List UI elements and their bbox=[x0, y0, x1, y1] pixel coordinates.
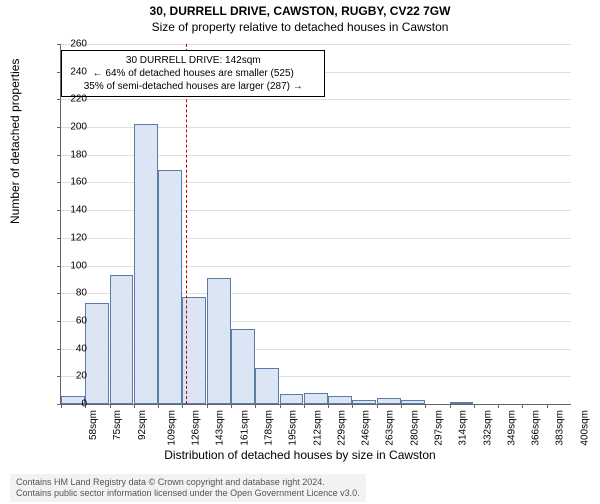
xtick-mark bbox=[110, 404, 111, 408]
ytick-label: 220 bbox=[57, 94, 87, 105]
gridline bbox=[61, 44, 571, 45]
xtick-mark bbox=[182, 404, 183, 408]
xtick-label: 349sqm bbox=[506, 410, 517, 446]
ytick-label: 140 bbox=[57, 205, 87, 216]
histogram-bar bbox=[85, 303, 109, 404]
histogram-bar bbox=[304, 393, 328, 404]
ytick-label: 80 bbox=[57, 288, 87, 299]
chart-title-main: 30, DURRELL DRIVE, CAWSTON, RUGBY, CV22 … bbox=[0, 4, 600, 18]
xtick-label: 400sqm bbox=[579, 410, 590, 446]
xtick-label: 58sqm bbox=[88, 410, 99, 440]
ytick-label: 180 bbox=[57, 149, 87, 160]
histogram-bar bbox=[110, 275, 134, 404]
histogram-bar bbox=[207, 278, 231, 404]
x-axis-label: Distribution of detached houses by size … bbox=[0, 448, 600, 462]
xtick-mark bbox=[401, 404, 402, 408]
xtick-label: 263sqm bbox=[385, 410, 396, 446]
xtick-label: 366sqm bbox=[531, 410, 542, 446]
xtick-label: 92sqm bbox=[137, 410, 148, 440]
xtick-label: 280sqm bbox=[409, 410, 420, 446]
xtick-mark bbox=[450, 404, 451, 408]
xtick-label: 314sqm bbox=[458, 410, 469, 446]
xtick-label: 109sqm bbox=[166, 410, 177, 446]
ytick-label: 120 bbox=[57, 232, 87, 243]
ytick-label: 240 bbox=[57, 66, 87, 77]
xtick-mark bbox=[522, 404, 523, 408]
ytick-label: 0 bbox=[57, 399, 87, 410]
xtick-label: 143sqm bbox=[215, 410, 226, 446]
annotation-line-3: 35% of semi-detached houses are larger (… bbox=[68, 80, 318, 93]
xtick-label: 178sqm bbox=[264, 410, 275, 446]
xtick-label: 383sqm bbox=[555, 410, 566, 446]
histogram-bar bbox=[401, 400, 425, 404]
gridline bbox=[61, 99, 571, 100]
xtick-mark bbox=[158, 404, 159, 408]
ytick-label: 260 bbox=[57, 39, 87, 50]
histogram-bar bbox=[231, 329, 255, 404]
footer-attribution: Contains HM Land Registry data © Crown c… bbox=[10, 474, 366, 502]
xtick-label: 212sqm bbox=[312, 410, 323, 446]
ytick-label: 60 bbox=[57, 315, 87, 326]
xtick-mark bbox=[280, 404, 281, 408]
xtick-mark bbox=[498, 404, 499, 408]
xtick-label: 229sqm bbox=[336, 410, 347, 446]
xtick-mark bbox=[425, 404, 426, 408]
histogram-bar bbox=[134, 124, 158, 404]
histogram-bar bbox=[280, 394, 304, 404]
xtick-mark bbox=[134, 404, 135, 408]
ytick-label: 40 bbox=[57, 343, 87, 354]
xtick-mark bbox=[207, 404, 208, 408]
histogram-bar bbox=[158, 170, 182, 404]
ytick-label: 100 bbox=[57, 260, 87, 271]
reference-line bbox=[186, 44, 187, 404]
histogram-bar bbox=[450, 402, 474, 404]
footer-line-1: Contains HM Land Registry data © Crown c… bbox=[16, 477, 360, 488]
xtick-label: 332sqm bbox=[482, 410, 493, 446]
xtick-label: 126sqm bbox=[191, 410, 202, 446]
histogram-bar bbox=[255, 368, 279, 404]
histogram-bar bbox=[377, 398, 401, 404]
chart-plot-area: 58sqm75sqm92sqm109sqm126sqm143sqm161sqm1… bbox=[60, 44, 571, 405]
xtick-mark bbox=[304, 404, 305, 408]
xtick-mark bbox=[231, 404, 232, 408]
xtick-label: 161sqm bbox=[239, 410, 250, 446]
ytick-label: 200 bbox=[57, 122, 87, 133]
annotation-box: 30 DURRELL DRIVE: 142sqm ← 64% of detach… bbox=[61, 50, 325, 97]
xtick-mark bbox=[328, 404, 329, 408]
xtick-mark bbox=[352, 404, 353, 408]
xtick-mark bbox=[255, 404, 256, 408]
ytick-label: 160 bbox=[57, 177, 87, 188]
histogram-bar bbox=[328, 396, 352, 404]
xtick-label: 195sqm bbox=[288, 410, 299, 446]
histogram-bar bbox=[352, 400, 376, 404]
chart-title-sub: Size of property relative to detached ho… bbox=[0, 20, 600, 34]
annotation-line-2: ← 64% of detached houses are smaller (52… bbox=[68, 67, 318, 80]
xtick-label: 246sqm bbox=[361, 410, 372, 446]
xtick-mark bbox=[474, 404, 475, 408]
xtick-mark bbox=[377, 404, 378, 408]
ytick-label: 20 bbox=[57, 371, 87, 382]
y-axis-label: Number of detached properties bbox=[8, 59, 22, 224]
xtick-label: 75sqm bbox=[112, 410, 123, 440]
footer-line-2: Contains public sector information licen… bbox=[16, 488, 360, 499]
annotation-line-1: 30 DURRELL DRIVE: 142sqm bbox=[68, 54, 318, 67]
xtick-label: 297sqm bbox=[434, 410, 445, 446]
xtick-mark bbox=[547, 404, 548, 408]
